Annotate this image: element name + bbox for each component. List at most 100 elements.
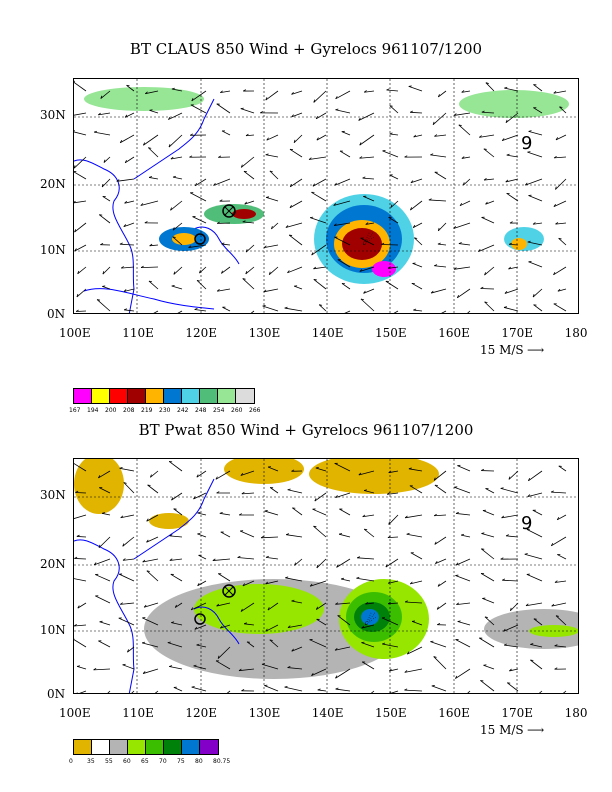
wind-arrow xyxy=(316,602,327,610)
wind-arrow xyxy=(124,200,135,204)
lon-label: 100E xyxy=(59,326,91,340)
wind-arrow-head xyxy=(334,182,337,186)
wind-arrow xyxy=(266,134,279,141)
wind-arrow xyxy=(501,514,519,519)
gyre-marker-icon xyxy=(194,233,206,245)
wind-arrow-head xyxy=(243,622,248,625)
wind-arrow xyxy=(77,266,87,275)
wind-arrow-head xyxy=(220,90,223,93)
wind-arrow-head xyxy=(291,91,294,95)
wind-arrow xyxy=(190,602,207,611)
wind-arrow-head xyxy=(312,183,315,187)
lon-label: 140E xyxy=(311,326,344,340)
wind-arrow-head xyxy=(381,242,385,245)
wind-arrow xyxy=(480,573,495,582)
wind-arrow xyxy=(478,244,495,253)
wind-arrow-head xyxy=(149,109,153,111)
wind-arrow xyxy=(169,535,183,538)
wind-arrow xyxy=(485,200,495,205)
wind-arrow xyxy=(98,640,111,648)
wind-arrow xyxy=(172,176,183,180)
wind-arrow-head xyxy=(550,490,554,493)
wind-arrow-head xyxy=(103,159,106,163)
wind-arrow-head xyxy=(532,294,535,298)
wind-arrow-head xyxy=(217,655,220,659)
wind-arrow xyxy=(194,309,207,312)
wind-arrow xyxy=(219,512,231,516)
wind-arrow-head xyxy=(387,266,391,269)
wind-arrow-head xyxy=(142,559,146,563)
wind-arrow xyxy=(335,688,351,692)
wind-arrow xyxy=(292,507,303,516)
wind-arrow-head xyxy=(528,477,531,482)
lon-label: 170E xyxy=(501,706,534,720)
wind-arrow-head xyxy=(338,533,343,535)
wind-arrow-head xyxy=(408,467,412,470)
wind-arrow xyxy=(120,514,135,519)
wind-arrow xyxy=(218,573,231,582)
wind-arrow xyxy=(532,288,543,298)
wind-arrow xyxy=(217,646,231,659)
wind-arrow-head xyxy=(172,236,176,238)
wind-arrow-head xyxy=(528,130,532,132)
wind-arrow xyxy=(168,461,183,472)
wind-arrow-head xyxy=(124,200,128,204)
wind-arrow xyxy=(290,178,303,188)
wind-arrow-head xyxy=(197,582,200,586)
wind-arrow xyxy=(334,646,351,651)
wind-arrow-head xyxy=(362,176,366,179)
wind-arrow xyxy=(123,222,135,228)
wind-arrow xyxy=(370,690,375,693)
wind-arrow xyxy=(168,134,183,148)
wind-arrow xyxy=(337,615,351,626)
wind-arrow xyxy=(559,106,567,114)
wind-arrow-head xyxy=(169,534,173,537)
wind-arrow xyxy=(459,200,471,207)
wind-arrow-head xyxy=(174,604,177,608)
wind-arrow xyxy=(140,200,159,206)
wind-arrow-head xyxy=(358,117,361,121)
storm-symbol-icon: 9 xyxy=(521,513,532,534)
wind-arrow xyxy=(311,668,327,677)
wind-arrow xyxy=(124,309,135,312)
wind-arrow xyxy=(239,530,255,538)
wind-arrow xyxy=(103,156,111,163)
wind-arrow xyxy=(410,111,423,114)
wind-arrow-head xyxy=(294,562,296,566)
wind-arrow xyxy=(433,470,447,481)
wind-arrow xyxy=(359,134,375,146)
wind-arrow-head xyxy=(365,601,369,605)
wind-arrow xyxy=(171,88,183,92)
legend-label: 55 xyxy=(105,758,113,765)
wind-arrow xyxy=(362,177,375,180)
wind-arrow xyxy=(563,690,567,693)
wind-arrow xyxy=(268,266,279,275)
wind-arrow xyxy=(221,130,231,136)
gyre-marker-icon xyxy=(194,613,206,625)
wind-arrow-head xyxy=(559,106,563,108)
wind-arrow xyxy=(335,668,351,679)
wind-arrow-head xyxy=(505,179,509,183)
wind-arrow-head xyxy=(316,137,319,141)
wind-arrow xyxy=(334,222,351,226)
wind-arrow xyxy=(265,90,279,101)
wind-arrow xyxy=(527,151,543,158)
wind-arrow-head xyxy=(245,271,248,275)
wind-arrow xyxy=(502,134,519,141)
wind-arrow-head xyxy=(265,581,269,585)
wind-arrow xyxy=(385,280,399,290)
wind-arrow xyxy=(525,602,543,607)
wind-arrow xyxy=(553,90,567,94)
wind-arrow xyxy=(538,690,543,693)
wind-arrow-head xyxy=(553,155,557,159)
wind-arrow xyxy=(102,285,111,290)
wind-arrow xyxy=(363,528,375,538)
wind-arrow xyxy=(500,488,519,494)
arrow-right-icon: ⟶ xyxy=(527,723,545,737)
wind-arrow xyxy=(388,217,399,224)
wind-arrow xyxy=(385,558,399,568)
wind-arrow xyxy=(237,557,255,560)
wind-arrow xyxy=(95,574,111,582)
wind-arrow xyxy=(485,488,495,494)
wind-arrow xyxy=(154,690,159,693)
